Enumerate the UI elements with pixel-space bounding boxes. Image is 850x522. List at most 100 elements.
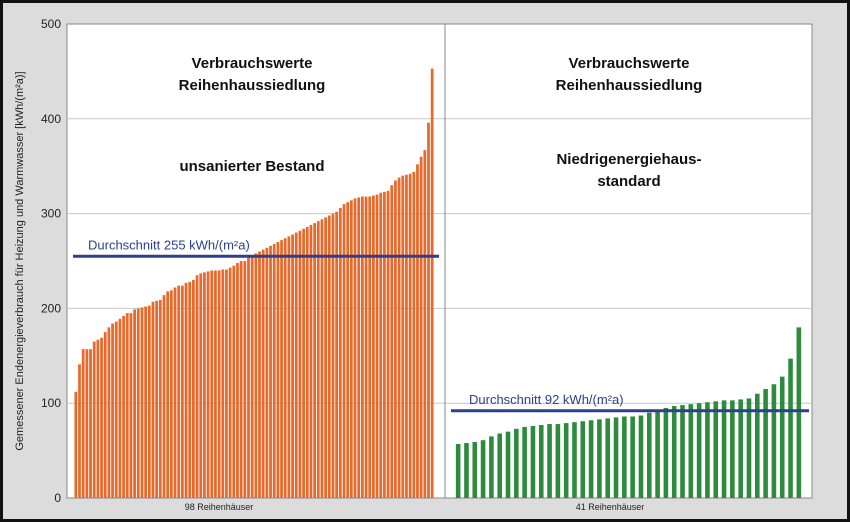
- bar-unsanierter-87: [390, 185, 394, 498]
- bar-niedrigenergie-8: [514, 428, 519, 498]
- bar-niedrigenergie-41: [788, 358, 793, 498]
- bar-unsanierter-86: [386, 190, 390, 498]
- panel-title-2-line1: Verbrauchswerte: [569, 55, 690, 72]
- bar-unsanierter-31: [184, 282, 188, 498]
- panel-title-1-line1: Verbrauchswerte: [192, 55, 313, 72]
- bar-unsanierter-51: [258, 251, 261, 498]
- bar-niedrigenergie-9: [522, 426, 527, 498]
- bar-niedrigenergie-40: [779, 376, 785, 498]
- bar-unsanierter-37: [206, 271, 210, 498]
- bar-unsanierter-94: [416, 164, 419, 498]
- bar-niedrigenergie-2: [464, 443, 469, 498]
- bar-niedrigenergie-24: [646, 412, 652, 498]
- bar-unsanierter-24: [158, 299, 162, 498]
- bar-niedrigenergie-16: [580, 421, 586, 498]
- bar-unsanierter-82: [372, 195, 375, 498]
- bar-unsanierter-42: [225, 269, 228, 498]
- bar-niedrigenergie-17: [588, 420, 594, 498]
- bar-niedrigenergie-36: [746, 398, 752, 498]
- bar-niedrigenergie-6: [497, 433, 503, 498]
- bar-unsanierter-90: [401, 175, 405, 498]
- bar-unsanierter-41: [221, 269, 225, 498]
- bar-niedrigenergie-21: [622, 416, 627, 498]
- bar-unsanierter-91: [405, 174, 408, 498]
- bar-unsanierter-67: [316, 221, 320, 498]
- bar-niedrigenergie-12: [547, 424, 552, 498]
- bar-niedrigenergie-25: [655, 410, 660, 498]
- bar-unsanierter-27: [169, 290, 173, 498]
- bar-unsanierter-85: [383, 191, 386, 498]
- panel-subtitle-2-line2: standard: [597, 173, 660, 190]
- y-tick-label: 400: [41, 112, 61, 126]
- bar-unsanierter-13: [118, 318, 122, 498]
- bar-unsanierter-98: [430, 68, 434, 498]
- bar-unsanierter-93: [412, 171, 416, 498]
- bar-niedrigenergie-1: [455, 443, 461, 498]
- bar-niedrigenergie-3: [472, 442, 478, 498]
- bar-unsanierter-76: [349, 200, 353, 498]
- bar-unsanierter-79: [360, 196, 364, 498]
- bar-unsanierter-59: [287, 236, 291, 499]
- bar-unsanierter-1: [74, 391, 78, 498]
- bar-unsanierter-47: [243, 261, 247, 498]
- bar-unsanierter-68: [320, 219, 324, 498]
- bar-unsanierter-23: [155, 300, 159, 498]
- bar-unsanierter-25: [162, 295, 166, 498]
- chart-svg: 0 100 200 300 400 500 Gemessener Endenergiever…: [14, 17, 813, 512]
- bar-unsanierter-39: [214, 270, 217, 498]
- bar-niedrigenergie-20: [613, 417, 619, 498]
- bar-unsanierter-21: [147, 305, 151, 498]
- bar-niedrigenergie-33: [721, 400, 727, 498]
- y-tick-label: 300: [41, 207, 61, 221]
- bar-unsanierter-53: [265, 247, 269, 498]
- bar-unsanierter-55: [272, 243, 276, 498]
- bar-unsanierter-34: [195, 275, 199, 498]
- bar-unsanierter-4: [85, 349, 89, 498]
- bar-unsanierter-92: [408, 173, 412, 498]
- bar-niedrigenergie-22: [630, 416, 635, 498]
- average-label-2: Durchschnitt 92 kWh/(m²a): [469, 392, 624, 407]
- panel-title-2-line2: Reihenhaussiedlung: [556, 77, 703, 94]
- bar-unsanierter-14: [122, 315, 125, 498]
- bar-niedrigenergie-4: [480, 440, 486, 498]
- bar-unsanierter-22: [151, 301, 155, 498]
- bar-unsanierter-71: [331, 213, 335, 498]
- bar-unsanierter-63: [302, 228, 305, 498]
- bar-unsanierter-28: [173, 287, 177, 498]
- bar-unsanierter-58: [283, 238, 287, 499]
- y-axis-label: Gemessener Endenergieverbrauch für Heizu…: [14, 71, 26, 450]
- bar-unsanierter-9: [103, 332, 107, 498]
- bar-unsanierter-29: [177, 285, 181, 498]
- bar-unsanierter-38: [210, 270, 214, 498]
- bar-niedrigenergie-34: [730, 400, 735, 498]
- bar-unsanierter-84: [379, 192, 383, 498]
- bar-unsanierter-66: [313, 223, 316, 498]
- bar-unsanierter-69: [324, 217, 328, 498]
- bar-unsanierter-35: [199, 273, 203, 498]
- bar-niedrigenergie-32: [713, 401, 719, 498]
- bar-niedrigenergie-38: [763, 388, 768, 498]
- bar-niedrigenergie-7: [505, 431, 511, 498]
- average-label-1: Durchschnitt 255 kWh/(m²a): [88, 237, 250, 252]
- bar-niedrigenergie-5: [489, 436, 494, 498]
- category-label-1: 98 Reihenhäuser: [185, 502, 254, 512]
- bar-unsanierter-77: [353, 198, 357, 498]
- bar-niedrigenergie-30: [696, 403, 702, 498]
- bar-unsanierter-62: [298, 230, 302, 498]
- bar-unsanierter-43: [228, 267, 232, 498]
- category-label-2: 41 Reihenhäuser: [576, 502, 645, 512]
- bar-unsanierter-64: [305, 226, 309, 498]
- bar-niedrigenergie-39: [771, 384, 777, 498]
- bar-unsanierter-75: [346, 202, 350, 498]
- bar-unsanierter-32: [188, 281, 192, 498]
- bar-niedrigenergie-27: [671, 406, 677, 498]
- y-tick-label: 500: [41, 17, 61, 31]
- bar-unsanierter-96: [423, 150, 427, 499]
- bar-unsanierter-44: [232, 265, 236, 498]
- bar-unsanierter-61: [294, 232, 298, 498]
- bar-unsanierter-97: [427, 122, 430, 498]
- y-tick-label: 200: [41, 301, 61, 315]
- bar-unsanierter-74: [342, 204, 346, 498]
- bar-niedrigenergie-29: [688, 404, 694, 498]
